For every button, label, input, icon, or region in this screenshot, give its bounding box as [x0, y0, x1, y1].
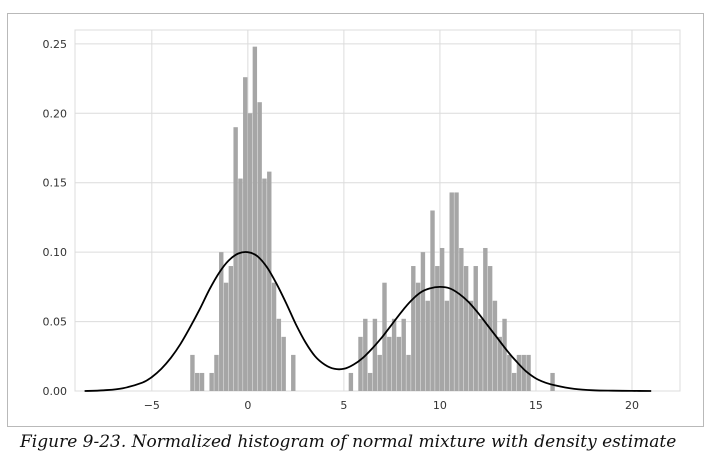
histogram-bar: [425, 300, 430, 391]
histogram-bar: [391, 318, 397, 391]
histogram-bar: [497, 336, 502, 391]
histogram-bar: [367, 372, 373, 391]
x-tick-label: 15: [529, 399, 543, 412]
histogram-bar: [267, 171, 272, 391]
grid-lines: [74, 29, 681, 392]
histogram-bar: [257, 102, 262, 391]
histogram-bar: [387, 336, 392, 391]
x-tick-label: 20: [625, 399, 639, 412]
histogram-bar: [281, 336, 286, 391]
histogram-bar: [382, 282, 387, 391]
tick-labels: −5 0 5 10 15 20 0.00 0.05 0.10 0.15 0.20 0.25: [43, 38, 639, 412]
histogram-bar: [214, 354, 219, 391]
histogram-bar: [516, 354, 522, 391]
y-tick-label: 0.10: [43, 246, 68, 259]
histogram-bar: [358, 336, 363, 391]
histogram-bar: [459, 247, 464, 391]
histogram-bar: [243, 77, 248, 391]
x-tick-label: −5: [144, 399, 160, 412]
density-curve: [84, 251, 652, 392]
histogram-bar: [190, 354, 195, 391]
histogram-bar: [430, 210, 435, 391]
x-tick-label: 5: [340, 399, 347, 412]
histogram-bar: [468, 300, 474, 391]
histogram-bar: [483, 247, 488, 391]
histogram-bar: [463, 266, 469, 391]
x-tick-label: 10: [433, 399, 447, 412]
y-tick-label: 0.20: [43, 107, 68, 120]
figure-caption: Figure 9-23. Normalized histogram of nor…: [20, 432, 677, 452]
histogram-bar: [521, 354, 526, 391]
histogram-bar: [420, 252, 426, 391]
histogram-bar: [502, 318, 507, 391]
x-tick-label: 0: [244, 399, 251, 412]
histogram-bar: [238, 178, 243, 391]
histogram-bar: [473, 266, 478, 391]
y-tick-label: 0.15: [43, 177, 68, 190]
histogram-bar: [291, 354, 296, 391]
plot-area: [74, 29, 681, 392]
histogram-bar: [401, 318, 406, 391]
histogram-bar: [406, 354, 411, 391]
histogram-bar: [228, 266, 234, 391]
histogram-bar: [396, 336, 402, 391]
histogram-bar: [348, 372, 354, 391]
histogram-bar: [507, 354, 512, 391]
histogram-bar: [195, 372, 200, 391]
histogram-bar: [478, 318, 483, 391]
histogram-bar: [276, 318, 282, 391]
histogram-bar: [449, 192, 454, 391]
histogram-bar: [199, 372, 205, 391]
histogram-bar: [223, 282, 229, 391]
histogram-bar: [233, 127, 238, 391]
y-tick-label: 0.05: [43, 316, 68, 329]
histogram-bar: [444, 300, 450, 391]
histogram-bar: [209, 372, 214, 391]
y-tick-label: 0.25: [43, 38, 68, 51]
histogram-bar: [252, 46, 258, 392]
histogram-bar: [435, 266, 440, 391]
histogram-bar: [271, 282, 277, 391]
histogram-bar: [262, 178, 267, 391]
histogram-bar: [550, 372, 555, 391]
histogram-bar: [411, 266, 416, 391]
histogram-bar: [377, 354, 382, 391]
histogram-bar: [439, 247, 445, 391]
histogram-bar: [372, 318, 378, 391]
histogram-bar: [492, 300, 498, 391]
histogram-bar: [219, 252, 224, 391]
histogram-bar: [511, 372, 517, 391]
histogram-bar: [415, 282, 421, 391]
y-tick-label: 0.00: [43, 385, 68, 398]
